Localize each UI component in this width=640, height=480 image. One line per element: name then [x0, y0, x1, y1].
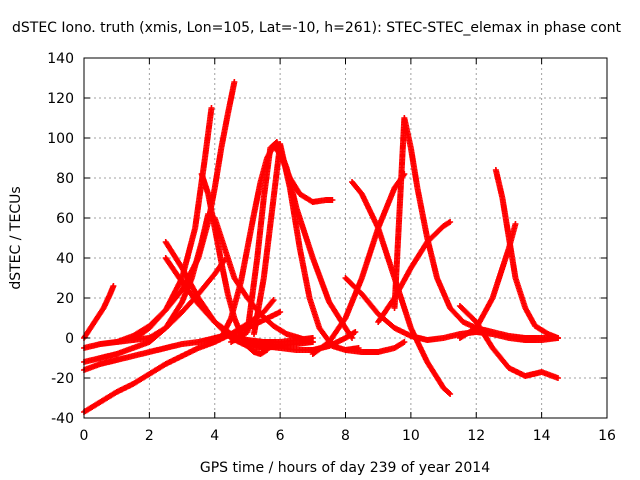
y-tick-label: 40 [56, 251, 74, 267]
data-marks [81, 79, 561, 415]
series-11 [218, 143, 336, 341]
data-point [208, 105, 215, 111]
x-tick-label: 14 [533, 428, 551, 444]
chart-title: dSTEC Iono. truth (xmis, Lon=105, Lat=-1… [12, 20, 622, 36]
series-10 [162, 255, 316, 345]
series-20 [375, 219, 454, 325]
series-6 [113, 79, 238, 345]
x-tick-label: 12 [467, 428, 485, 444]
y-tick-label: 140 [47, 51, 74, 67]
series-7 [130, 105, 215, 343]
x-tick-label: 6 [276, 428, 285, 444]
y-tick-label: 60 [56, 211, 74, 227]
y-tick-label: 100 [47, 131, 74, 147]
y-tick-label: 0 [65, 331, 74, 347]
x-axis-ticks: 0 2 4 6 8 10 12 14 16 [80, 58, 616, 444]
x-tick-label: 4 [210, 428, 219, 444]
y-axis-ticks: -40 -20 0 20 40 60 80 100 120 140 [47, 51, 607, 427]
x-tick-label: 2 [145, 428, 154, 444]
y-tick-label: -40 [51, 411, 74, 427]
x-tick-label: 16 [598, 428, 616, 444]
y-tick-label: 20 [56, 291, 74, 307]
data-point [110, 283, 117, 289]
data-point [270, 297, 277, 303]
x-tick-label: 8 [341, 428, 350, 444]
data-point [231, 79, 238, 85]
x-tick-label: 0 [80, 428, 89, 444]
data-point [329, 197, 336, 203]
x-tick-label: 10 [402, 428, 420, 444]
data-point [277, 309, 284, 315]
y-tick-label: 80 [56, 171, 74, 187]
series-23 [492, 167, 561, 341]
data-point [309, 335, 316, 341]
series-1 [81, 283, 117, 341]
y-tick-label: 120 [47, 91, 74, 107]
y-tick-label: -20 [51, 371, 74, 387]
x-axis-label: GPS time / hours of day 239 of year 2014 [200, 460, 490, 476]
y-axis-label: dSTEC / TECUs [8, 186, 24, 289]
